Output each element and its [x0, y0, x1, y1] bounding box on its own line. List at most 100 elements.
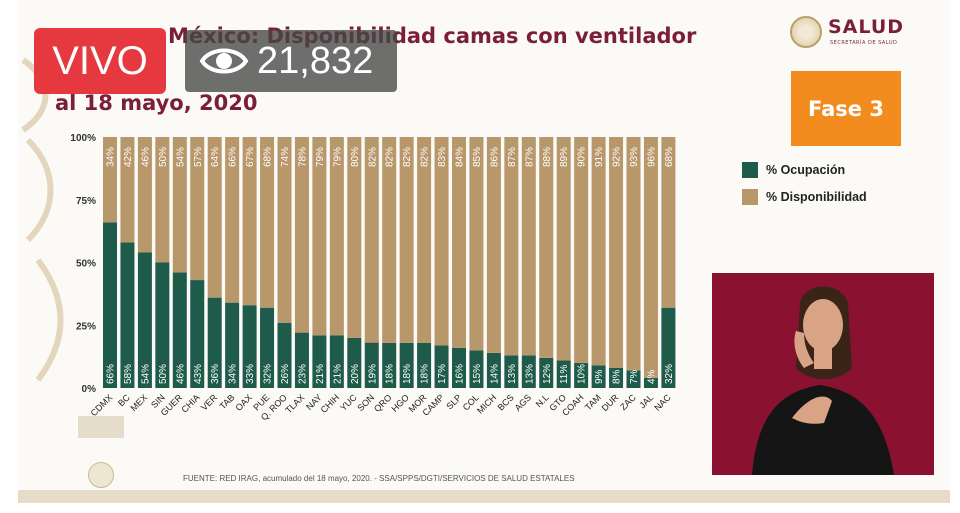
viewer-count: 21,832 [185, 30, 397, 92]
bar-ocupacion [434, 345, 449, 388]
bar-ocupacion [294, 330, 309, 388]
bar-value-ocupacion: 13% [507, 364, 518, 384]
bar-value-disponibilidad: 93% [629, 147, 640, 167]
bar-value-ocupacion: 11% [559, 365, 570, 384]
bar-value-disponibilidad: 88% [542, 147, 553, 167]
bar-value-ocupacion: 18% [420, 364, 431, 384]
bar-ocupacion [417, 342, 432, 388]
viewer-count-value: 21,832 [257, 39, 374, 82]
bar-value-disponibilidad: 46% [140, 147, 151, 167]
salud-logo: SALUD SECRETARÍA DE SALUD [790, 14, 910, 54]
bar-value-ocupacion: 15% [472, 364, 483, 384]
bar-value-ocupacion: 18% [385, 364, 396, 384]
bar-value-ocupacion: 46% [175, 364, 186, 384]
source-footer: FUENTE: RED IRAG, acumulado del 18 mayo,… [183, 474, 575, 483]
bar-value-ocupacion: 7% [629, 369, 640, 384]
bar-value-ocupacion: 18% [402, 364, 413, 384]
bar-value-disponibilidad: 85% [472, 147, 483, 167]
legend-swatch-disponibilidad [742, 189, 758, 205]
category-label: AGS [513, 392, 534, 413]
bar-value-disponibilidad: 92% [612, 147, 623, 167]
bar-value-disponibilidad: 78% [297, 147, 308, 167]
bar-disponibilidad [521, 137, 536, 356]
category-label: MEX [128, 392, 149, 413]
bar-value-ocupacion: 9% [594, 369, 605, 384]
bar-value-ocupacion: 54% [140, 364, 151, 384]
category-label: TLAX [283, 392, 306, 415]
bar-value-disponibilidad: 82% [402, 147, 413, 167]
bar-disponibilidad [312, 137, 327, 336]
bar-ocupacion [504, 355, 519, 388]
bar-ocupacion [207, 297, 222, 388]
bar-value-disponibilidad: 64% [210, 147, 221, 167]
bar-value-disponibilidad: 80% [350, 147, 361, 167]
bar-value-disponibilidad: 87% [524, 147, 535, 167]
bar-value-disponibilidad: 34% [106, 147, 117, 167]
bar-value-disponibilidad: 89% [559, 147, 570, 167]
bar-disponibilidad [225, 137, 240, 303]
bar-disponibilidad [294, 137, 309, 333]
bar-disponibilidad [364, 137, 379, 343]
y-tick-label: 25% [76, 321, 96, 332]
bar-value-ocupacion: 20% [350, 364, 361, 384]
live-badge: VIVO [34, 28, 166, 94]
bar-ocupacion [172, 272, 187, 388]
bar-ocupacion [452, 347, 466, 388]
y-tick-label: 0% [82, 384, 97, 395]
bar-disponibilidad [329, 137, 344, 336]
bar-ocupacion [347, 337, 362, 388]
bar-value-disponibilidad: 87% [507, 147, 518, 167]
category-label: OAX [233, 392, 254, 413]
bar-disponibilidad [155, 137, 170, 263]
bar-value-ocupacion: 36% [210, 364, 221, 384]
bar-value-disponibilidad: 82% [420, 147, 431, 167]
bar-ocupacion [277, 322, 292, 388]
bar-disponibilidad [277, 137, 292, 323]
bar-value-ocupacion: 58% [123, 364, 134, 384]
category-label: MICH [475, 392, 498, 415]
bar-disponibilidad [556, 137, 571, 361]
bar-value-ocupacion: 32% [263, 364, 274, 384]
bar-disponibilidad [434, 137, 449, 346]
bar-ocupacion [137, 252, 152, 388]
bar-ocupacion [469, 350, 484, 388]
bar-value-ocupacion: 13% [524, 364, 535, 384]
category-label: SON [355, 392, 376, 413]
decorative-pattern [21, 57, 64, 382]
footer-seal-icon [88, 462, 114, 488]
sign-language-interpreter [712, 273, 934, 475]
bar-disponibilidad [539, 137, 554, 358]
category-label: BCS [496, 392, 516, 412]
bar-disponibilidad [103, 137, 117, 223]
category-label: HGO [389, 392, 411, 414]
bar-value-ocupacion: 17% [437, 364, 448, 384]
bar-value-disponibilidad: 82% [385, 147, 396, 167]
bar-value-disponibilidad: 96% [646, 147, 657, 167]
bar-ocupacion [626, 370, 641, 388]
bar-value-disponibilidad: 90% [577, 147, 588, 167]
bar-disponibilidad [382, 137, 397, 343]
bar-disponibilidad [661, 137, 676, 308]
bar-value-disponibilidad: 50% [158, 147, 169, 167]
bar-value-ocupacion: 12% [542, 364, 553, 384]
bar-ocupacion [486, 352, 501, 388]
bar-value-disponibilidad: 54% [175, 147, 186, 167]
category-label: VER [199, 392, 220, 413]
category-label: ZAC [618, 392, 638, 412]
eye-icon [199, 48, 249, 74]
bar-disponibilidad [207, 137, 222, 298]
bar-value-ocupacion: 10% [577, 364, 588, 384]
bar-ocupacion [643, 377, 658, 388]
category-label: QRO [372, 392, 394, 414]
category-label: TAB [218, 392, 237, 411]
legend-label-disponibilidad: % Disponibilidad [766, 190, 867, 204]
bar-disponibilidad [469, 137, 484, 351]
bar-value-disponibilidad: 79% [332, 147, 343, 167]
chart-legend: % Ocupación % Disponibilidad [742, 162, 867, 216]
bar-ocupacion [574, 362, 589, 388]
bar-value-ocupacion: 21% [332, 364, 343, 384]
bar-ocupacion [399, 342, 414, 388]
bar-value-ocupacion: 19% [367, 364, 378, 384]
bar-value-ocupacion: 32% [664, 364, 675, 384]
